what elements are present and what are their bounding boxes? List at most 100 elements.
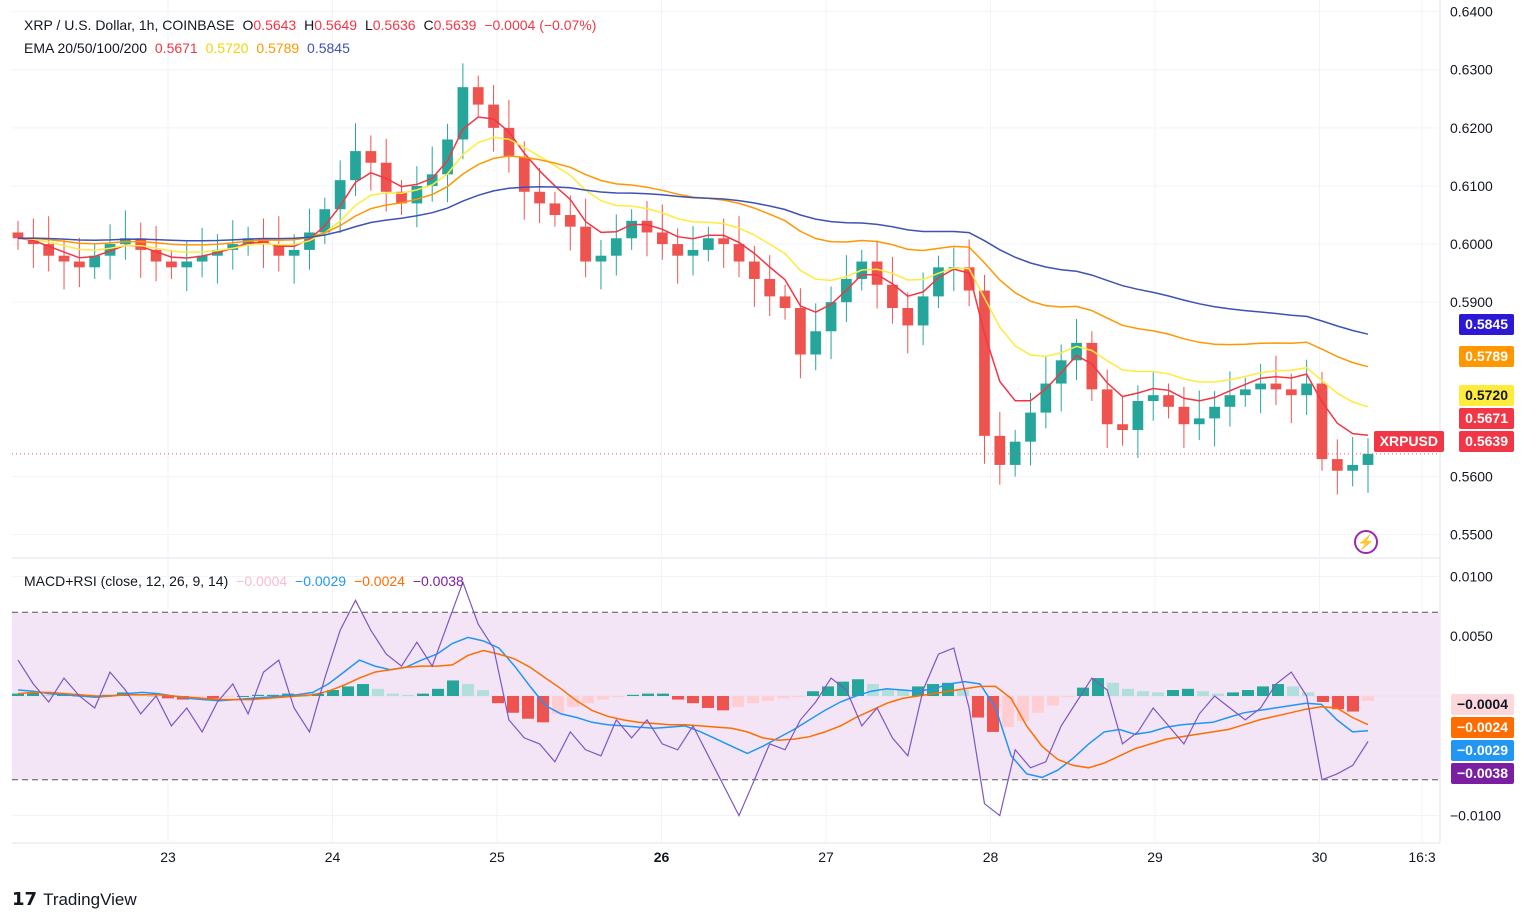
macd-value: −0.0029	[295, 573, 347, 589]
histogram-bar	[342, 686, 354, 696]
candle-body	[610, 238, 622, 256]
time-tick-label: 16:3	[1408, 849, 1435, 865]
candle-body	[1040, 383, 1052, 413]
histogram-bar	[357, 684, 369, 696]
macd-rsi-pane[interactable]	[12, 580, 1440, 818]
ema20-line	[17, 116, 1369, 437]
candle-body	[825, 302, 837, 332]
histogram-bar	[792, 696, 804, 698]
candle-body	[1163, 395, 1174, 407]
price-tick-label: 0.6200	[1450, 120, 1493, 136]
candle-body	[1301, 383, 1313, 396]
candle-body	[994, 435, 1006, 465]
histogram-bar	[672, 696, 684, 700]
histogram-bar	[222, 696, 234, 698]
histogram-bar	[1227, 692, 1239, 696]
histogram-bar	[402, 694, 414, 696]
histogram-bar	[1197, 691, 1209, 696]
ema50-value: 0.5720	[205, 40, 249, 56]
histogram-bar	[537, 696, 549, 723]
histogram-bar	[207, 696, 219, 699]
ema200-value: 0.5845	[307, 40, 350, 56]
ema20-badge: 0.5671	[1459, 408, 1514, 429]
indicator-tick-label: 0.0100	[1450, 568, 1493, 584]
histogram-bar	[777, 696, 789, 699]
histogram-bar	[1332, 696, 1344, 710]
candle-body	[702, 238, 714, 250]
histogram-bar	[162, 696, 174, 699]
candle-body	[549, 203, 561, 216]
candle-body	[488, 104, 499, 128]
candle-body	[73, 261, 85, 268]
snapshot-icon[interactable]: ⚡	[1354, 530, 1378, 554]
histogram-bar	[462, 684, 474, 696]
histogram-bar	[747, 696, 759, 704]
histogram-bar	[957, 690, 969, 696]
candle-body	[564, 215, 576, 227]
candle-body	[1255, 383, 1266, 390]
histogram-bar	[972, 696, 984, 718]
low-value: 0.5636	[372, 17, 416, 33]
histogram-bar	[1182, 688, 1194, 696]
ema200-line	[17, 186, 1369, 335]
candle-body	[764, 278, 776, 297]
close-label: C	[423, 17, 434, 33]
histogram-bar	[327, 690, 339, 696]
histogram-bar	[1032, 696, 1044, 713]
candle-body	[641, 220, 653, 233]
histogram-bar	[852, 679, 864, 696]
brand-footer[interactable]: 𝟭𝟳 TradingView	[12, 889, 137, 910]
high-value: 0.5649	[314, 17, 358, 33]
histogram-bar	[447, 680, 459, 696]
candle-body	[917, 296, 929, 326]
rsi-line	[17, 580, 1369, 818]
histogram-bar	[372, 688, 384, 696]
candle-body	[626, 220, 638, 239]
candle-body	[1362, 453, 1374, 465]
time-tick-label: 24	[325, 849, 341, 865]
candle-body	[595, 255, 607, 262]
time-tick-label: 23	[160, 849, 176, 865]
macd-title[interactable]: MACD+RSI (close, 12, 26, 9, 14)	[24, 573, 229, 589]
candle-body	[902, 308, 914, 326]
histogram-bar	[612, 696, 624, 698]
candle-body	[288, 249, 300, 256]
histogram-bar	[1242, 690, 1254, 696]
histogram-bar	[582, 696, 594, 704]
high-label: H	[304, 17, 315, 33]
candle-body	[43, 244, 55, 256]
price-tick-label: 0.5900	[1450, 294, 1493, 310]
histogram-bar	[1272, 684, 1284, 696]
histogram-bar	[507, 696, 519, 713]
histogram-bar	[1302, 692, 1314, 696]
price-tick-label: 0.6300	[1450, 62, 1493, 78]
histogram-bar	[297, 696, 309, 697]
ema-title[interactable]: EMA 20/50/100/200	[24, 40, 147, 56]
indicator-tick-label: −0.0100	[1450, 808, 1501, 824]
histogram-bar	[987, 696, 999, 732]
histogram-bar	[627, 694, 639, 696]
histogram-bar	[432, 688, 444, 696]
candle-body	[1101, 389, 1113, 425]
histogram-bar	[1212, 693, 1224, 696]
candle-body	[1009, 441, 1021, 465]
histogram-bar	[867, 684, 879, 696]
candle-body	[1132, 400, 1144, 431]
symbol-title[interactable]: XRP / U.S. Dollar, 1h, COINBASE	[24, 17, 235, 33]
histogram-bar	[12, 693, 24, 696]
histogram-bar	[147, 696, 159, 697]
price-pane[interactable]	[12, 63, 1440, 495]
candle-body	[933, 267, 944, 297]
candle-body	[135, 238, 147, 250]
candle-body	[518, 156, 530, 192]
histogram-bar	[522, 696, 534, 719]
signal-badge: −0.0024	[1451, 717, 1514, 738]
price-tick-label: 0.6100	[1450, 178, 1493, 194]
histogram-bar	[1092, 678, 1104, 696]
candle-body	[979, 290, 990, 436]
candle-body	[457, 87, 469, 140]
ema100-value: 0.5789	[256, 40, 300, 56]
candle-body	[718, 238, 730, 245]
candles	[12, 63, 1374, 495]
